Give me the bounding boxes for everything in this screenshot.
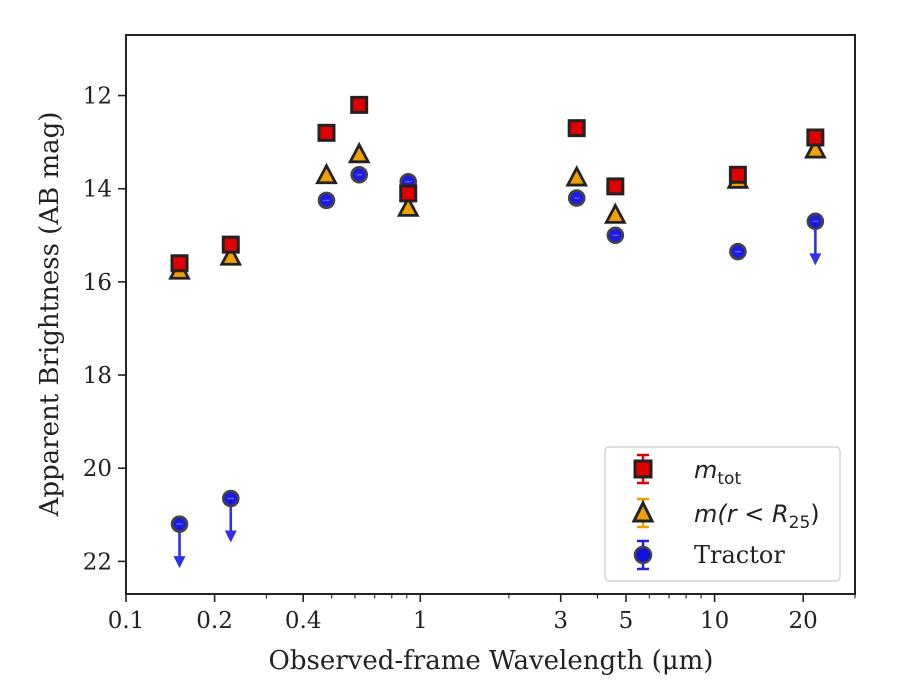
mr25-point (315, 162, 338, 185)
legend-label-mr25-main: m(r < R (694, 500, 789, 528)
legend-item-mr25: m(r < R25) (631, 497, 820, 533)
x-tick-label: 10 (700, 608, 729, 634)
mr25-point (804, 137, 827, 159)
upper-limit-arrow-head (809, 253, 822, 266)
mtot-point (317, 123, 336, 142)
x-tick-label: 0.2 (196, 608, 233, 634)
y-tick-label: 16 (83, 270, 112, 296)
mtot-point (806, 128, 825, 147)
mtot-point (399, 184, 418, 203)
axis-ticks: 0.1 0.2 0.4 1 3 5 10 20 12 14 16 18 20 22 (83, 84, 856, 634)
upper-limit-arrow-head (224, 530, 237, 543)
mtot-point (221, 235, 240, 254)
y-tick-label: 18 (83, 363, 112, 389)
legend-item-mtot: mtot (633, 453, 741, 489)
x-tick-label: 20 (789, 608, 818, 634)
x-tick-label: 5 (619, 608, 634, 634)
legend-marker-circle (633, 545, 653, 565)
legend-label-mtot: mtot (694, 456, 741, 489)
legend: mtot m(r < R25) Tractor (604, 446, 841, 582)
x-axis-label: Observed-frame Wavelength (μm) (269, 646, 714, 676)
legend-label-mr25: m(r < R25) (694, 500, 820, 533)
x-tick-label: 3 (553, 608, 568, 634)
y-tick-label: 12 (83, 84, 112, 110)
legend-label-mtot-sub: tot (717, 469, 741, 489)
mr25-point (219, 244, 243, 266)
mr25-point (396, 195, 420, 217)
data-marks (168, 95, 827, 569)
legend-label-mr25-sub: 25 (789, 513, 811, 533)
legend-label-tractor: Tractor (694, 541, 785, 569)
upper-limit-arrow-head (173, 556, 186, 569)
legend-marker-square (633, 459, 653, 479)
mtot-point (567, 119, 586, 138)
y-axis-label: Apparent Brightness (AB mag) (35, 112, 65, 518)
plot-frame (125, 34, 856, 595)
legend-box (604, 446, 841, 582)
mr25-point (347, 141, 371, 164)
legend-marker-triangle (631, 499, 655, 523)
legend-item-tractor: Tractor (633, 539, 785, 571)
x-tick-label: 1 (413, 608, 428, 634)
mtot-point (728, 165, 747, 184)
legend-label-mtot-main: m (694, 456, 717, 484)
x-tick-label: 0.4 (285, 608, 322, 634)
mr25-point (565, 165, 589, 187)
mr25-point (604, 202, 627, 224)
legend-label-mr25-close: ) (810, 500, 819, 528)
y-tick-label: 22 (83, 549, 112, 575)
mtot-point (606, 177, 625, 196)
y-tick-label: 14 (83, 177, 112, 203)
mtot-point (170, 254, 189, 273)
mtot-point (350, 95, 369, 114)
y-tick-label: 20 (83, 456, 112, 482)
x-tick-label: 0.1 (108, 608, 145, 634)
